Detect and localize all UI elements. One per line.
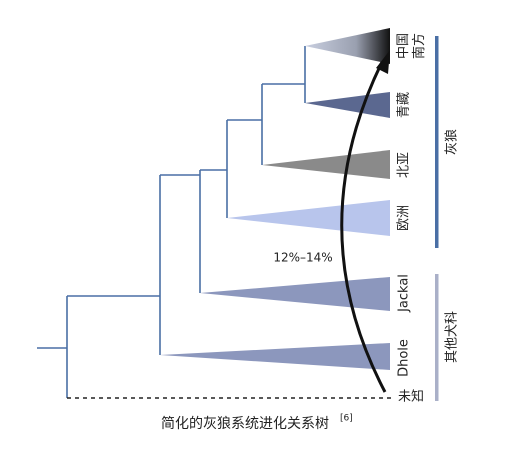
group-bar	[435, 36, 439, 248]
caption: 简化的灰狼系统进化关系树	[161, 415, 329, 432]
leaf-label: 中国南方	[396, 33, 427, 59]
leaf-label: 未知	[398, 389, 424, 405]
leaf-label: 青藏	[397, 92, 412, 118]
group-label: 其他犬科	[445, 311, 460, 363]
leaf-label: 北亚	[397, 152, 412, 178]
group-bar	[435, 274, 439, 401]
caption-ref: [6]	[340, 414, 353, 424]
leaf-label: 欧洲	[397, 205, 412, 231]
annotation: 12%–14%	[273, 251, 332, 265]
introgression-arrow	[340, 50, 390, 393]
group-label: 灰狼	[445, 129, 460, 155]
tree-branches	[37, 46, 392, 399]
leaf-label: Dhole	[397, 339, 412, 377]
leaf-label: Jackal	[397, 274, 412, 313]
clade-triangles	[160, 28, 390, 370]
